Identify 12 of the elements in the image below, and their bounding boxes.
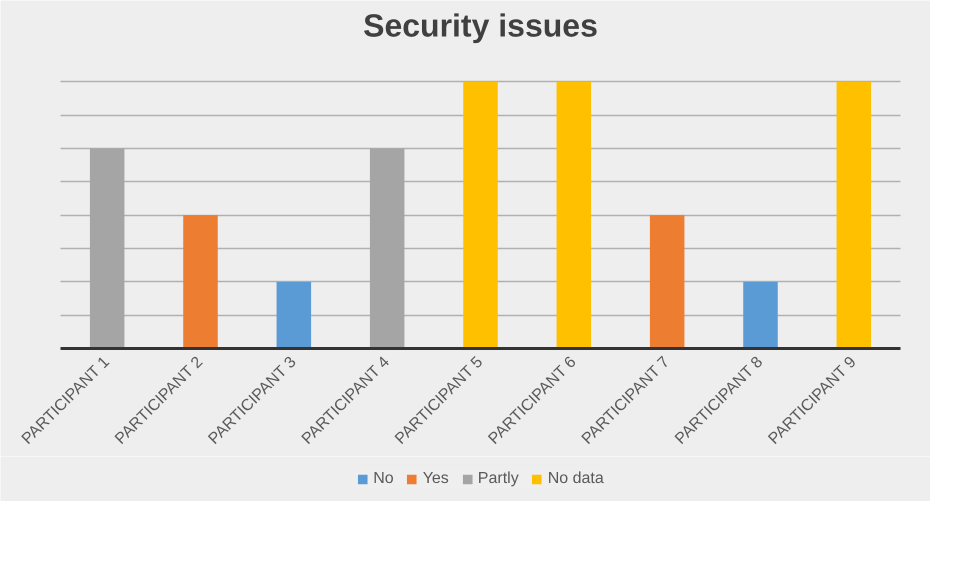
bar — [743, 282, 778, 348]
legend-label: No data — [548, 470, 604, 488]
bar — [556, 82, 592, 348]
bar — [836, 82, 872, 348]
legend-label: Partly — [478, 470, 519, 488]
legend-label: No — [373, 470, 394, 488]
bar — [650, 215, 684, 348]
chart-title: Security issues — [363, 8, 598, 44]
legend-label: Yes — [422, 470, 449, 488]
bar — [276, 282, 312, 348]
bar — [183, 215, 218, 348]
bar — [463, 82, 498, 348]
